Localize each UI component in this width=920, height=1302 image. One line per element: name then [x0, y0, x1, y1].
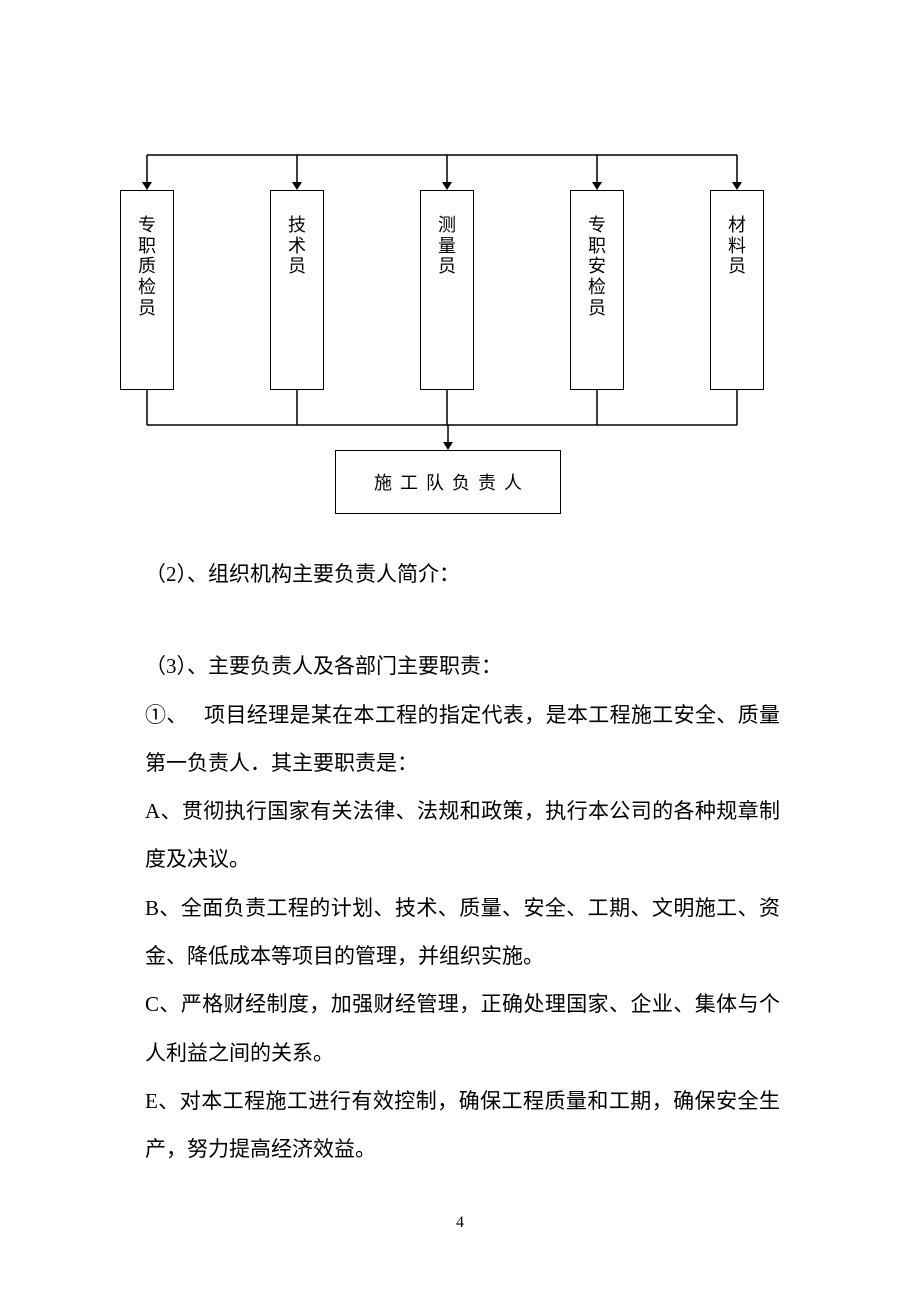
org-bottom-node: 施工队负责人 [335, 450, 561, 514]
org-node: 测量员 [420, 190, 474, 390]
para-b: B、全面负责工程的计划、技术、质量、安全、工期、文明施工、资金、降低成本等项目的… [145, 884, 780, 981]
para-c: C、严格财经制度，加强财经管理，正确处理国家、企业、集体与个人利益之间的关系。 [145, 980, 780, 1077]
body-text: （2）、组织机构主要负责人简介： （3）、主要负责人及各部门主要职责： ①、 项… [145, 550, 780, 1174]
item-1: ①、 项目经理是某在本工程的指定代表，是本工程施工安全、质量第一负责人．其主要职… [145, 691, 780, 788]
org-node: 技术员 [270, 190, 324, 390]
para-e: E、对本工程施工进行有效控制，确保工程质量和工期，确保安全生产，努力提高经济效益… [145, 1077, 780, 1174]
page-number: 4 [0, 1214, 920, 1232]
org-chart-diagram: 专职质检员 技术员 测量员 专职安检员 材料员施工队负责人 [120, 150, 800, 530]
para-a: A、贯彻执行国家有关法律、法规和政策，执行本公司的各种规章制度及决议。 [145, 787, 780, 884]
section-2-title: （2）、组织机构主要负责人简介： [145, 550, 780, 598]
section-3-title: （3）、主要负责人及各部门主要职责： [145, 642, 780, 690]
org-node: 专职安检员 [570, 190, 624, 390]
org-node: 专职质检员 [120, 190, 174, 390]
org-node: 材料员 [710, 190, 764, 390]
